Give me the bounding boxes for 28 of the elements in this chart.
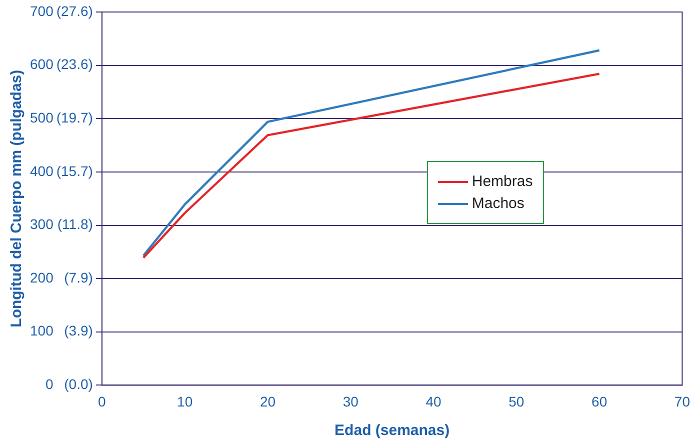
- legend-label: Machos: [472, 195, 524, 212]
- y-tick-label: 100: [30, 322, 54, 339]
- y-tick-label: 700: [30, 2, 54, 19]
- y2-tick-label: (19.7): [56, 109, 93, 126]
- y-tick-label: 500: [30, 109, 54, 126]
- y2-tick-label: (11.8): [57, 216, 93, 232]
- x-tick-label: 10: [177, 393, 193, 410]
- x-tick-label: 50: [508, 393, 524, 410]
- y-tick-label: 200: [30, 269, 54, 286]
- y2-tick-label: (15.7): [56, 162, 93, 179]
- x-tick-label: 40: [426, 393, 442, 410]
- y-axis-title: Longitud del Cuerpo mm (pulgadas): [8, 70, 26, 328]
- y2-tick-label: (23.6): [56, 56, 93, 72]
- y2-tick-label: (27.6): [56, 2, 93, 19]
- y2-tick-label: (0.0): [64, 376, 93, 392]
- y2-tick-label: (3.9): [64, 322, 93, 339]
- x-tick-label: 70: [674, 393, 690, 410]
- y-tick-label: 600: [30, 56, 54, 72]
- x-tick-label: 0: [98, 393, 106, 410]
- x-tick-label: 60: [592, 393, 608, 410]
- y-tick-label: 300: [30, 216, 54, 232]
- x-axis-title: Edad (semanas): [334, 422, 450, 440]
- y2-tick-label: (7.9): [64, 269, 93, 286]
- x-tick-label: 20: [260, 393, 276, 410]
- y-tick-label: 0: [46, 376, 54, 392]
- x-tick-label: 30: [342, 393, 359, 410]
- legend-label: Hembras: [472, 173, 533, 190]
- y-tick-label: 400: [30, 162, 54, 179]
